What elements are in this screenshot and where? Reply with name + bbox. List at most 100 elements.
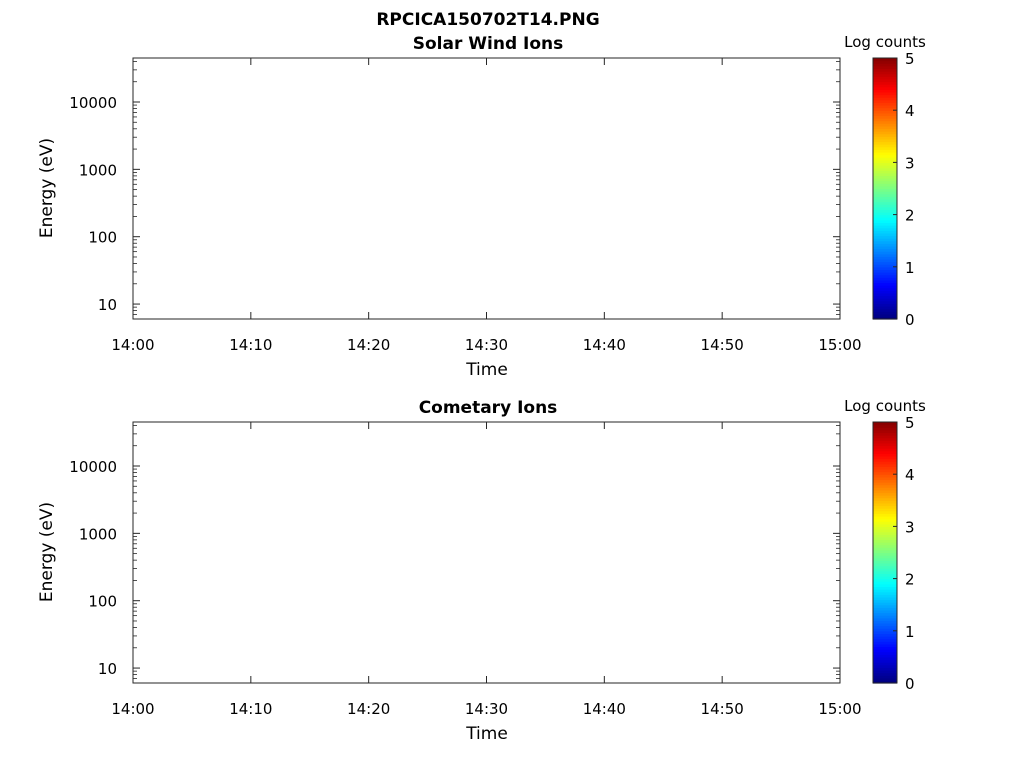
x-tick-label: 14:20 (347, 336, 390, 354)
colorbar-segment (873, 235, 897, 239)
colorbar-segment (873, 227, 897, 231)
colorbar-tick-label: 0 (905, 311, 915, 329)
colorbar-segment (873, 68, 897, 72)
colorbar-segment (873, 128, 897, 132)
colorbar-segment (873, 298, 897, 302)
panel-solar-wind: Solar Wind Ions 1 0 100 1000 10000 14:00 14:1… (37, 33, 926, 380)
colorbar-segment (873, 154, 897, 158)
x-tick-label: 14:10 (229, 336, 272, 354)
colorbar-segment (873, 251, 897, 255)
colorbar-segment (873, 141, 897, 145)
colorbar-segment (873, 162, 897, 166)
plot-frame (132, 57, 841, 320)
y-tick-label: 1000 (79, 161, 117, 179)
colorbar-segment (873, 245, 897, 250)
colorbar-segment (873, 58, 897, 62)
figure-title: RPCICA150702T14.PNG (376, 10, 599, 30)
colorbar-segment (873, 198, 897, 203)
colorbar-tick-label: 3 (905, 154, 915, 172)
x-tick-label: 14:00 (111, 336, 154, 354)
colorbar-segment (873, 287, 897, 291)
colorbar-segment (873, 206, 897, 210)
colorbar-segment (873, 279, 897, 284)
colorbar-segment (873, 292, 897, 297)
colorbar-segment (873, 217, 897, 221)
colorbar-segment (873, 191, 897, 195)
colorbar-segment (873, 238, 897, 242)
colorbar-segment (873, 151, 897, 156)
colorbar-segment (873, 232, 897, 237)
colorbar-segment (873, 290, 897, 294)
colorbar-segment (873, 264, 897, 268)
y-tick-label: 10000 (69, 94, 117, 112)
colorbar-segment (873, 204, 897, 208)
colorbar-label: Log counts (844, 33, 926, 51)
colorbar-tick-label: 5 (905, 50, 915, 68)
colorbar-segment (873, 295, 897, 299)
colorbar-segment (873, 248, 897, 252)
colorbar-segment (873, 165, 897, 169)
colorbar-segment (873, 91, 897, 96)
colorbar-segment (873, 115, 897, 119)
colorbar-segment (873, 209, 897, 213)
colorbar-segment (873, 316, 897, 320)
colorbar-segment (873, 261, 897, 265)
colorbar-segment (873, 303, 897, 307)
colorbar-segment (873, 118, 897, 122)
colorbar-segment (873, 112, 897, 117)
colorbar-segment (873, 73, 897, 77)
colorbar-segment (873, 133, 897, 137)
panel-title: Solar Wind Ions (413, 34, 564, 54)
colorbar-segment (873, 269, 897, 273)
colorbar-segment (873, 159, 897, 163)
colorbar-segment (873, 253, 897, 257)
colorbar-segment (873, 102, 897, 106)
colorbar-segment (873, 308, 897, 312)
colorbar-segment (873, 84, 897, 88)
colorbar-tick-label: 1 (905, 259, 915, 277)
colorbar-segment (873, 185, 897, 190)
colorbar-segment (873, 256, 897, 260)
x-tick-label: 14:30 (465, 336, 508, 354)
colorbar-segment (873, 274, 897, 278)
colorbar-segment (873, 120, 897, 124)
colorbar-segment (873, 183, 897, 187)
colorbar-segment (873, 219, 897, 224)
x-tick-label: 14:40 (583, 336, 626, 354)
colorbar-segment (873, 272, 897, 276)
colorbar-segment (873, 104, 897, 109)
colorbar-segment (873, 144, 897, 148)
colorbar-segment (873, 97, 897, 101)
y-axis: 10 100 1000 10000 (69, 61, 840, 320)
colorbar-segment (873, 222, 897, 226)
colorbar-segment (873, 146, 897, 150)
x-tick-label: 15:00 (818, 336, 861, 354)
panel-title: Cometary Ions (419, 398, 558, 418)
colorbar-segment (873, 125, 897, 130)
colorbar-tick-label: 2 (905, 207, 915, 225)
colorbar-segment (873, 266, 897, 271)
colorbar-segment (873, 188, 897, 192)
colorbar-segment (873, 285, 897, 289)
colorbar-segment (873, 196, 897, 200)
colorbar-segment (873, 167, 897, 171)
colorbar-segment (873, 305, 897, 310)
colorbar-segment (873, 86, 897, 90)
colorbar-segment (873, 131, 897, 135)
colorbar-segment (873, 311, 897, 315)
colorbar-segment (873, 214, 897, 218)
colorbar-segment (873, 123, 897, 127)
colorbar-segment (873, 60, 897, 64)
colorbar-segment (873, 65, 897, 70)
y-tick-label: 100 (88, 229, 117, 247)
colorbar-segment (873, 94, 897, 98)
colorbar-segment (873, 136, 897, 140)
colorbar-segment (873, 258, 897, 263)
colorbar-segment (873, 81, 897, 85)
x-tick-label: 14:50 (701, 336, 744, 354)
colorbar-segment (873, 76, 897, 80)
colorbar-segment (873, 211, 897, 216)
colorbar-segment (873, 243, 897, 247)
colorbar-segment (873, 71, 897, 75)
